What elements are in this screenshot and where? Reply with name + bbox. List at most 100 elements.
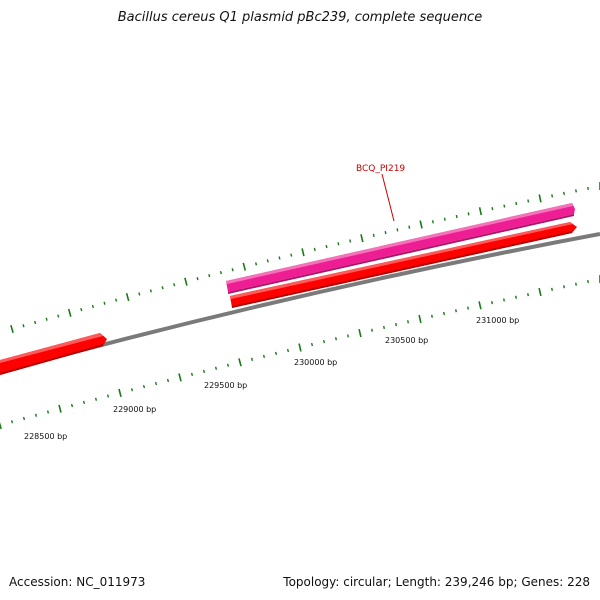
inner-tick [94,397,98,401]
outer-tick [396,228,399,232]
inner-tick [418,314,422,324]
inner-tick [527,293,529,297]
scale-label-229500: 229500 bp [204,381,247,390]
plasmid-backbone [0,232,600,374]
scale-label-230500: 230500 bp [385,336,428,345]
outer-tick [91,304,94,309]
outer-tick [34,320,37,325]
inner-tick [0,422,2,430]
inner-tick [82,400,86,404]
outer-tick [467,212,470,216]
inner-tick [515,295,517,299]
inner-tick [503,298,505,302]
outer-tick [115,298,118,302]
scale-label-231000: 231000 bp [476,316,519,325]
outer-tick [290,253,293,257]
inner-tick [358,329,362,338]
outer-tick [443,217,446,221]
outer-tick [587,186,589,191]
outer-tick [515,201,518,206]
inner-tick [322,340,326,344]
accession-text: Accession: NC_011973 [9,575,146,589]
inner-tick [238,358,242,367]
inner-tick [46,410,50,414]
outer-tick [455,214,458,219]
inner-tick [226,363,230,367]
inner-tick [274,351,278,355]
gene-label-leader [381,173,395,222]
inner-tick [538,287,542,297]
inner-tick [310,342,314,347]
outer-tick [301,248,305,257]
outer-tick [184,277,188,286]
scale-label-229000: 229000 bp [113,405,156,414]
outer-tick [67,308,72,317]
outer-tick [22,324,25,328]
outer-tick [349,239,352,243]
outer-tick [419,220,423,229]
inner-tick [478,301,482,310]
inner-tick [563,285,565,289]
inner-tick [106,394,110,398]
gene-forward[interactable] [226,203,575,294]
outer-tick-ring [10,182,600,334]
outer-tick [161,286,164,290]
page-title: Bacillus cereus Q1 plasmid pBc239, compl… [117,10,483,25]
inner-tick [130,388,134,392]
outer-tick [57,314,60,318]
inner-tick [22,416,26,421]
outer-tick [208,274,211,278]
inner-tick [407,320,409,324]
outer-tick [219,271,222,275]
outer-tick [173,283,176,287]
inner-tick-ring [0,275,600,430]
inner-tick [214,366,218,370]
scale-label-230000: 230000 bp [294,358,337,367]
outer-tick [551,194,554,198]
inner-tick [10,420,14,424]
inner-tick [587,279,589,284]
inner-tick [455,309,457,313]
outer-tick [255,262,258,266]
outer-tick [125,292,130,302]
outer-tick [575,189,577,193]
outer-tick [527,199,530,203]
outer-tick [266,259,269,263]
inner-tick [58,404,62,413]
inner-tick [575,282,577,286]
outer-tick [10,324,14,334]
outer-tick [491,207,494,211]
inner-tick [371,328,373,332]
inner-tick [70,403,74,408]
inner-tick [142,385,146,389]
outer-tick [278,256,281,260]
inner-tick [262,354,266,358]
outer-tick [360,234,364,243]
inner-tick [190,372,194,376]
outer-tick [242,262,247,271]
inner-tick [347,334,349,338]
inner-tick [491,301,493,305]
outer-tick [80,308,83,312]
inner-tick [286,348,290,353]
inner-tick [551,287,553,291]
outer-tick [408,225,411,229]
outer-tick [538,194,542,203]
outer-tick [563,191,565,196]
gene-reverse-right[interactable] [230,222,577,308]
outer-tick [431,220,434,224]
scale-label-228500: 228500 bp [24,432,67,441]
inner-tick [467,306,469,310]
outer-tick [503,204,506,208]
gene-label-bcq-pi219[interactable]: BCQ_PI219 [356,164,405,174]
outer-tick [313,247,316,252]
inner-tick [443,311,445,316]
inner-tick [395,322,397,327]
outer-tick [337,242,340,246]
gene-reverse-left[interactable] [0,333,107,375]
inner-tick [250,357,254,361]
inner-tick [335,337,337,341]
inner-tick [383,325,385,330]
outer-tick [231,268,234,272]
